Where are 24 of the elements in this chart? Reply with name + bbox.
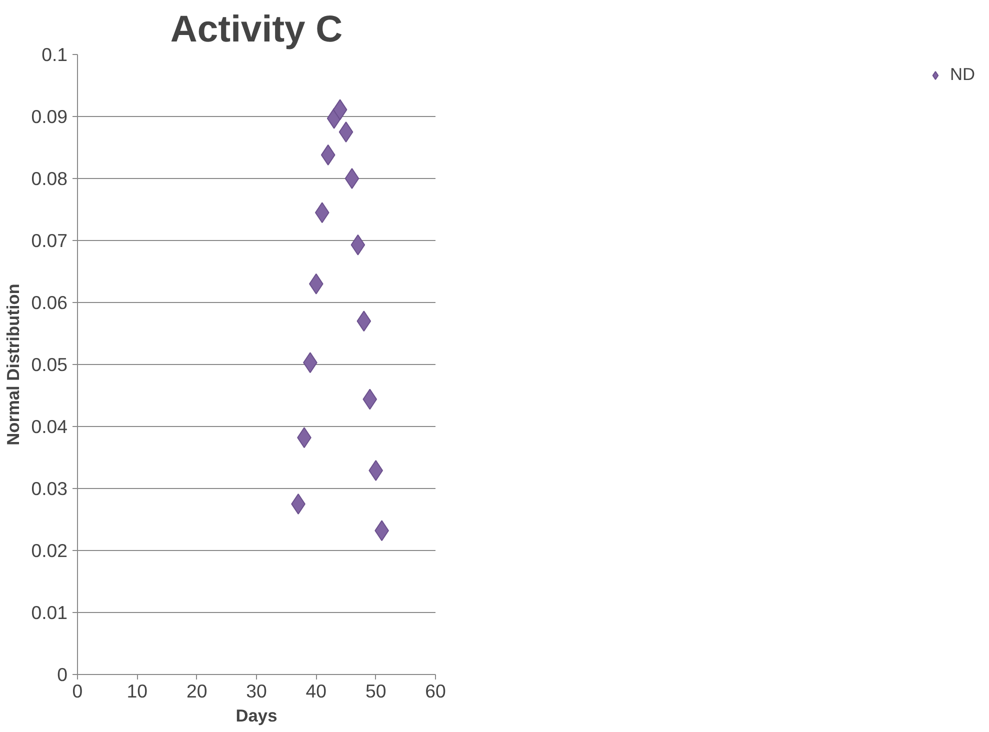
y-tick-label: 0 [57,664,68,685]
point [344,168,360,189]
x-tick-label: 40 [306,680,327,702]
x-tick-label: 0 [72,680,83,702]
x-tick-label: 50 [365,680,386,702]
x-tick-label: 20 [186,680,208,702]
x-axis-title: Days [236,706,278,726]
y-tick-label: 0.08 [31,168,68,189]
y-tick-label: 0.01 [31,602,68,623]
y-tick-label: 0.03 [31,478,68,499]
x-tick-label: 60 [425,680,446,702]
y-tick-label: 0.09 [31,106,68,127]
y-tick-label: 0.07 [31,230,68,251]
y-tick-label: 0.02 [31,540,68,561]
y-tick-label: 0.1 [42,44,68,65]
x-tick-label: 10 [126,680,148,702]
point [338,122,354,142]
legend-label: ND [950,64,975,85]
y-tick-label: 0.06 [31,292,68,313]
x-tick-label: 30 [246,680,267,702]
y-tick-label: 0.05 [31,354,68,375]
y-axis-title: Normal Distribution [3,284,24,446]
y-tick-label: 0.04 [31,416,68,437]
chart-title: Activity C [170,8,343,50]
